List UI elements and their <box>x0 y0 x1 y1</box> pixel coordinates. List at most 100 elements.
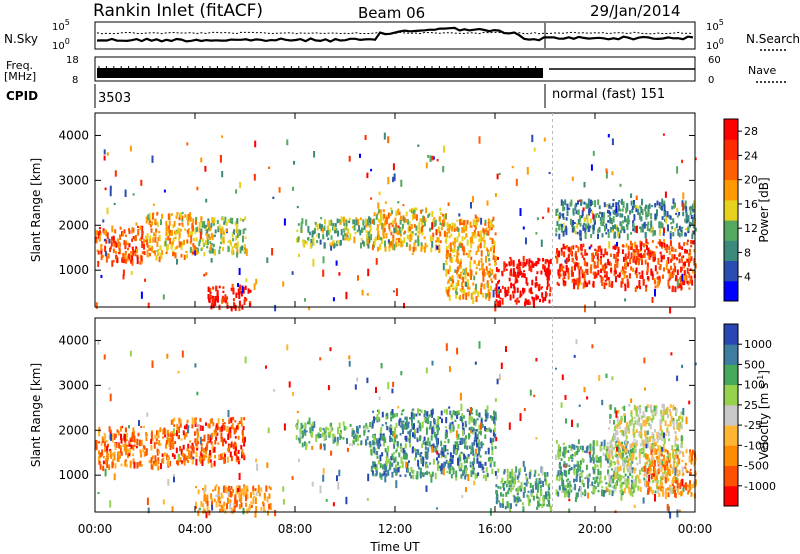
echo-cell <box>194 421 197 427</box>
echo-cell <box>395 288 398 297</box>
echo-cell <box>177 435 180 439</box>
echo-cell <box>646 266 649 273</box>
echo-cell <box>477 217 480 223</box>
echo-cell <box>213 446 216 453</box>
echo-cell <box>197 510 200 516</box>
echo-cell <box>338 219 341 223</box>
echo-cell <box>183 254 186 260</box>
echo-cell <box>561 490 564 494</box>
echo-cell <box>592 228 595 235</box>
echo-cell <box>459 219 462 224</box>
echo-cell <box>613 484 616 489</box>
echo-cell <box>530 287 533 295</box>
echo-cell <box>470 292 473 300</box>
echo-cell <box>546 259 549 263</box>
echo-cell <box>421 246 424 250</box>
echo-cell <box>447 281 449 284</box>
echo-cell <box>496 173 499 180</box>
echo-cell <box>455 430 458 438</box>
echo-cell <box>413 224 416 228</box>
echo-cell <box>472 291 475 295</box>
echo-cell <box>111 225 114 233</box>
echo-cell <box>106 152 109 156</box>
echo-cell <box>618 233 621 239</box>
echo-cell <box>652 439 655 442</box>
echo-cell <box>421 443 424 448</box>
echo-cell <box>583 259 586 266</box>
echo-cell <box>522 255 525 262</box>
echo-cell <box>461 242 464 248</box>
echo-cell <box>687 492 689 495</box>
echo-cell <box>231 217 234 225</box>
beam-label: Beam 06 <box>358 4 425 22</box>
echo-cell <box>658 432 661 440</box>
echo-cell <box>573 464 576 471</box>
echo-cell <box>642 243 645 248</box>
echo-cell <box>618 452 621 458</box>
echo-cell <box>407 431 410 435</box>
echo-cell <box>562 230 565 237</box>
echo-cell <box>237 283 239 287</box>
echo-cell <box>635 475 637 482</box>
echo-cell <box>376 414 379 421</box>
echo-cell <box>620 453 623 459</box>
echo-cell <box>519 261 522 267</box>
echo-cell <box>558 250 560 258</box>
echo-cell <box>661 477 663 481</box>
echo-cell <box>402 215 405 222</box>
echo-cell <box>364 426 367 430</box>
echo-cell <box>497 468 500 473</box>
echo-cell <box>638 448 641 456</box>
echo-cell <box>165 251 168 255</box>
echo-cell <box>153 441 156 449</box>
echo-cell <box>229 431 232 439</box>
echo-cell <box>675 275 678 281</box>
echo-cell <box>120 433 122 440</box>
echo-cell <box>266 257 269 263</box>
echo-cell <box>167 457 169 464</box>
echo-cell <box>108 464 111 470</box>
echo-cell <box>637 209 640 215</box>
echo-cell <box>566 490 569 497</box>
echo-cell <box>325 499 328 502</box>
echo-cell <box>376 468 379 471</box>
echo-cell <box>684 218 687 223</box>
echo-cell <box>537 284 540 289</box>
echo-cell <box>419 436 421 442</box>
echo-cell <box>662 464 665 467</box>
echo-cell <box>539 503 542 506</box>
echo-cell <box>631 491 634 497</box>
echo-cell <box>508 502 511 509</box>
echo-cell <box>327 385 330 391</box>
echo-cell <box>584 491 587 497</box>
echo-cell <box>662 133 665 136</box>
echo-cell <box>607 220 610 223</box>
echo-cell <box>357 436 359 441</box>
echo-cell <box>205 450 208 455</box>
echo-cell <box>501 271 503 274</box>
echo-cell <box>380 237 383 244</box>
echo-cell <box>502 498 504 505</box>
echo-cell <box>522 492 525 498</box>
echo-cell <box>489 267 492 274</box>
echo-cell <box>479 461 482 468</box>
echo-cell <box>225 222 228 226</box>
echo-cell <box>207 234 210 238</box>
echo-cell <box>366 219 369 226</box>
echo-cell <box>229 217 232 224</box>
echo-cell <box>638 280 641 286</box>
echo-cell <box>592 466 595 470</box>
echo-cell <box>627 215 630 220</box>
echo-cell <box>644 462 647 469</box>
echo-cell <box>380 474 383 480</box>
echo-cell <box>180 448 183 456</box>
echo-cell <box>178 216 181 221</box>
echo-cell <box>242 219 245 222</box>
echo-cell <box>606 448 609 451</box>
echo-cell <box>686 280 689 284</box>
echo-cell <box>489 273 492 277</box>
echo-cell <box>542 264 545 270</box>
echo-cell <box>450 283 453 286</box>
echo-cell <box>659 222 662 229</box>
echo-cell <box>433 221 436 228</box>
